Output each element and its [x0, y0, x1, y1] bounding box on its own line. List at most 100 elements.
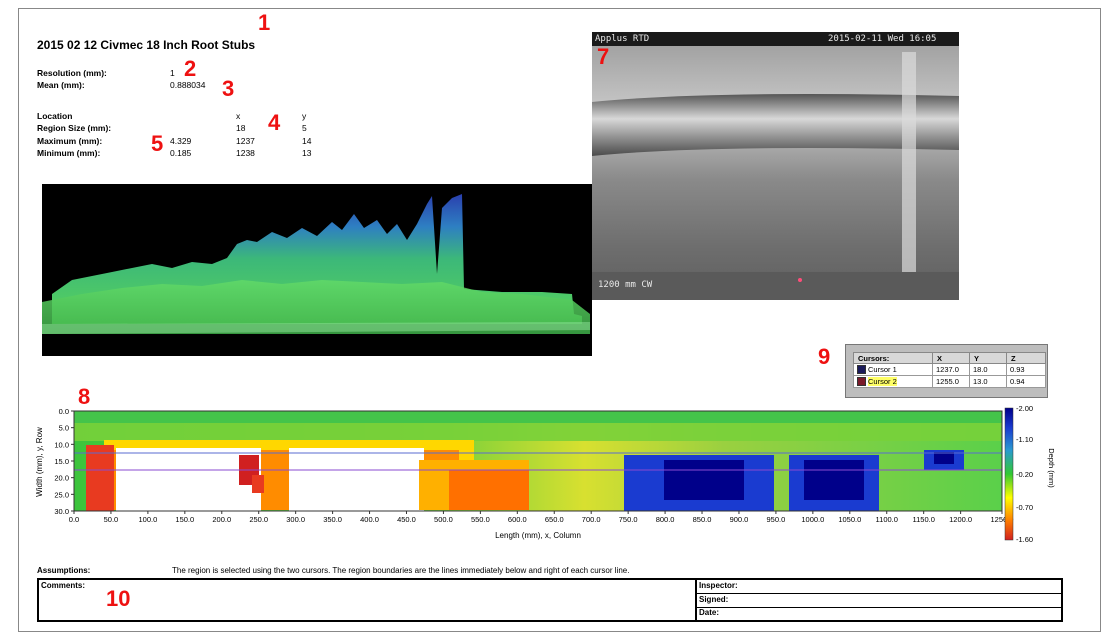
- minimum-value: 0.185: [170, 148, 192, 158]
- cursor-1-name: Cursor 1: [868, 364, 897, 374]
- resolution-label: Resolution (mm):: [37, 68, 107, 78]
- cursor-2-x: 1255.0: [932, 375, 970, 388]
- date-label: Date:: [699, 608, 720, 617]
- cursor-row-2[interactable]: Cursor 2 1255.0 13.0 0.94: [853, 375, 1046, 388]
- minimum-label: Minimum (mm):: [37, 148, 101, 158]
- y-header: y: [302, 111, 307, 121]
- x-tick-label: 0.0: [69, 515, 79, 524]
- x-header: x: [236, 111, 241, 121]
- x-tick-label: 550.0: [471, 515, 490, 524]
- camera-position: 1200 mm CW: [598, 280, 653, 290]
- colorbar-tick-4: -0.70: [1016, 503, 1033, 512]
- location-label: Location: [37, 111, 73, 121]
- x-tick-label: 50.0: [104, 515, 119, 524]
- annotation-7: 7: [597, 44, 610, 69]
- cursor-2-swatch-icon: [857, 377, 866, 387]
- signed-label: Signed:: [699, 595, 729, 604]
- minimum-y: 13: [302, 148, 312, 158]
- mean-label: Mean (mm):: [37, 80, 85, 90]
- annotation-2: 2: [184, 56, 197, 81]
- x-tick-label: 600.0: [508, 515, 527, 524]
- cursor-2-z: 0.94: [1006, 375, 1046, 388]
- annotation-4: 4: [268, 110, 281, 135]
- region-size-y: 5: [302, 123, 307, 133]
- x-tick-label: 1256.0: [991, 515, 1014, 524]
- colorbar-tick-1: -2.00: [1016, 404, 1033, 413]
- page-frame: [18, 8, 1101, 632]
- y-tick-label: 10.0: [54, 440, 69, 449]
- cursor-1-x: 1237.0: [932, 363, 970, 376]
- cursor-1-y: 18.0: [969, 363, 1007, 376]
- cursor-1-name-cell[interactable]: Cursor 1: [853, 363, 933, 376]
- x-tick-label: 1050.0: [838, 515, 861, 524]
- x-tick-label: 950.0: [767, 515, 786, 524]
- x-tick-label: 700.0: [582, 515, 601, 524]
- signed-cell[interactable]: Signed:: [697, 594, 1061, 608]
- inspector-cell[interactable]: Inspector:: [697, 580, 1061, 594]
- cursor-col-x: X: [932, 352, 970, 364]
- surface-3d-view: [42, 184, 592, 356]
- x-tick-label: 350.0: [323, 515, 342, 524]
- x-tick-label: 1100.0: [876, 515, 898, 524]
- x-tick-label: 500.0: [434, 515, 453, 524]
- heatmap-plot-area: [73, 410, 1003, 512]
- annotation-8: 8: [78, 384, 91, 409]
- x-tick-label: 100.0: [138, 515, 157, 524]
- x-tick-label: 1150.0: [912, 515, 934, 524]
- report-title: 2015 02 12 Civmec 18 Inch Root Stubs: [37, 38, 256, 52]
- cursor-panel: Cursors: X Y Z Cursor 1 1237.0 18.0 0.93…: [845, 344, 1048, 398]
- minimum-x: 1238: [236, 148, 255, 158]
- assumptions-label: Assumptions:: [37, 566, 91, 575]
- cursor-2-name: Cursor 2: [868, 376, 897, 386]
- camera-image: Applus RTD 2015-02-11 Wed 16:05 1200 mm …: [592, 32, 959, 300]
- x-tick-label: 300.0: [286, 515, 305, 524]
- y-tick-label: 30.0: [54, 507, 69, 516]
- resolution-value: 1: [170, 68, 175, 78]
- y-axis-label: Width (mm), y, Row: [35, 427, 44, 497]
- cursor-col-z: Z: [1006, 352, 1046, 364]
- camera-datetime: 2015-02-11 Wed 16:05: [828, 34, 937, 44]
- maximum-x: 1237: [236, 136, 255, 146]
- colorbar-tick-5: -1.60: [1016, 535, 1033, 544]
- colorbar: -2.00 -1.10 -0.20 -0.70 -1.60 Depth (mm): [1004, 404, 1056, 544]
- x-tick-label: 1000.0: [801, 515, 824, 524]
- x-tick-label: 200.0: [212, 515, 231, 524]
- comments-cell[interactable]: Comments:: [39, 580, 697, 620]
- x-tick-label: 800.0: [656, 515, 675, 524]
- x-tick-label: 750.0: [619, 515, 638, 524]
- maximum-y: 14: [302, 136, 312, 146]
- y-tick-label: 15.0: [54, 457, 69, 466]
- mean-value: 0.888034: [170, 80, 206, 90]
- cursor-col-y: Y: [969, 352, 1007, 364]
- maximum-value: 4.329: [170, 136, 192, 146]
- x-axis-ticks: 0.0 50.0 100.0 150.0 200.0 250.0 300.0 350.0 400…: [69, 511, 1014, 524]
- cursor-1-swatch-icon: [857, 365, 866, 375]
- y-tick-label: 20.0: [54, 474, 69, 483]
- colorbar-label: Depth (mm): [1047, 448, 1056, 488]
- date-cell[interactable]: Date:: [697, 608, 1061, 620]
- x-tick-label: 650.0: [545, 515, 564, 524]
- y-axis-ticks: 0.0 5.0 10.0 15.0 20.0 25.0 30.0: [54, 407, 74, 516]
- y-tick-label: 5.0: [59, 424, 69, 433]
- x-tick-label: 400.0: [360, 515, 379, 524]
- y-tick-label: 25.0: [54, 490, 69, 499]
- region-size-label: Region Size (mm):: [37, 123, 112, 133]
- camera-brand: Applus RTD: [595, 34, 650, 44]
- x-tick-label: 150.0: [175, 515, 194, 524]
- x-tick-label: 250.0: [249, 515, 268, 524]
- annotation-5: 5: [151, 131, 164, 156]
- x-tick-label: 900.0: [730, 515, 749, 524]
- cursor-col-name: Cursors:: [853, 352, 933, 364]
- cursor-1-z: 0.93: [1006, 363, 1046, 376]
- weld-photo: [592, 32, 959, 300]
- cursor-2-y: 13.0: [969, 375, 1007, 388]
- cursor-row-1[interactable]: Cursor 1 1237.0 18.0 0.93: [853, 363, 1046, 376]
- depth-heatmap-chart: 0.0 50.0 100.0 150.0 200.0 250.0 300.0 350.0 400…: [35, 404, 1056, 544]
- x-tick-label: 1200.0: [949, 515, 972, 524]
- cursor-2-name-cell[interactable]: Cursor 2: [853, 375, 933, 388]
- y-tick-label: 0.0: [59, 407, 69, 416]
- annotation-1: 1: [258, 10, 271, 35]
- annotation-9: 9: [818, 344, 831, 369]
- assumptions-text: The region is selected using the two cur…: [172, 566, 630, 575]
- colorbar-tick-2: -1.10: [1016, 435, 1033, 444]
